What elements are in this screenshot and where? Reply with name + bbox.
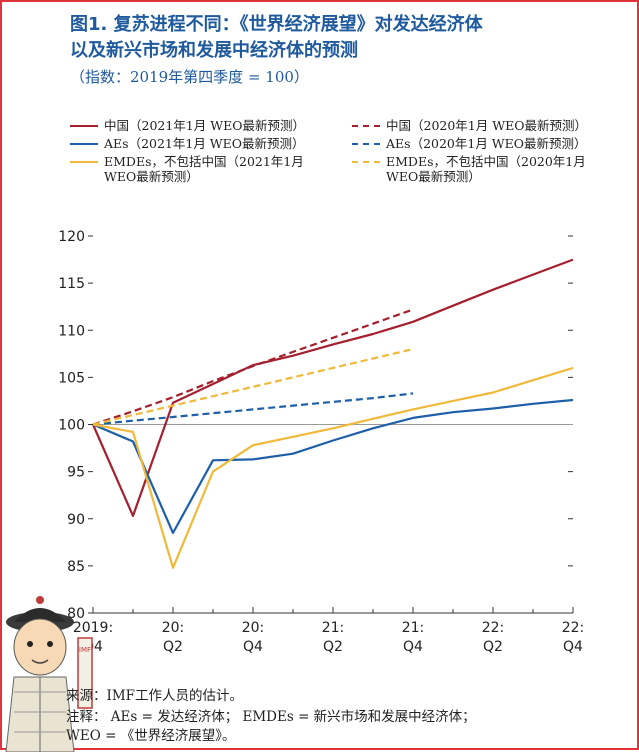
legend-label: 中国（2020年1月 WEO最新预测） (386, 118, 587, 133)
x-tick-label-year: 20: (242, 620, 265, 636)
legend-label: EMDEs，不包括中国（2020年1月 WEO最新预测） (386, 154, 586, 184)
legend-swatch (352, 161, 380, 163)
y-tick-label: 105 (58, 370, 85, 386)
y-tick-label: 120 (58, 229, 85, 245)
x-tick-label-quarter: Q2 (483, 639, 503, 655)
footnote-weo: WEO = 《世界经济展望》。 (66, 728, 236, 744)
y-tick-label: 110 (58, 323, 85, 339)
y-tick-label: 80 (67, 606, 85, 622)
legend-swatch (352, 143, 380, 145)
x-tick-label-year: 2019: (73, 620, 113, 636)
x-tick-label-quarter: Q4 (243, 639, 263, 655)
y-tick-label: 100 (58, 418, 85, 434)
legend-swatch (70, 143, 98, 145)
chart-subtitle: （指数：2019年第四季度 = 100） (70, 68, 309, 86)
series-line-1 (92, 308, 414, 426)
legend-swatch (70, 125, 98, 127)
x-tick-label-quarter: Q2 (163, 639, 183, 655)
series-line-5 (92, 348, 414, 426)
x-tick-label-year: 22: (482, 620, 505, 636)
legend-swatch (352, 125, 380, 127)
y-tick-label: 95 (67, 465, 85, 481)
chart-title-line1: 图1. 复苏进程不同：《世界经济展望》对发达经济体 (70, 14, 483, 35)
y-tick-label: 115 (58, 276, 85, 292)
series-line-2 (92, 398, 574, 535)
legend-label: EMDEs，不包括中国（2021年1月 WEO最新预测） (104, 154, 304, 184)
mascot-illustration: IMF (5, 596, 93, 752)
footnote-note: 注释： AEs = 发达经济体； EMDEs = 新兴市场和发展中经济体； (66, 709, 476, 725)
legend-label: AEs（2021年1月 WEO最新预测） (104, 136, 305, 151)
x-tick-label-year: 21: (322, 620, 345, 636)
x-tick-label-quarter: Q2 (323, 639, 343, 655)
series-line-0 (91, 258, 574, 518)
series-line-3 (92, 392, 414, 426)
legend-label: AEs（2020年1月 WEO最新预测） (386, 136, 587, 151)
chart-title-line2: 以及新兴市场和发展中经济体的预测 (70, 40, 358, 61)
y-tick-label: 85 (67, 559, 85, 575)
x-tick-label-year: 20: (162, 620, 185, 636)
x-tick-label-quarter: Q4 (563, 639, 583, 655)
legend-label: 中国（2021年1月 WEO最新预测） (104, 118, 305, 133)
footnote-source: 来源：IMF工作人员的估计。 (66, 688, 244, 704)
x-tick-label-year: 21: (402, 620, 425, 636)
mascot-badge-text: IMF (79, 646, 91, 654)
x-tick-label-year: 22: (562, 620, 585, 636)
legend-swatch (70, 161, 98, 163)
chart-title: 图1. 复苏进程不同：《世界经济展望》对发达经济体 以及新兴市场和发展中经济体的… (70, 12, 483, 64)
series-line-4 (92, 366, 574, 569)
x-tick-label-quarter: Q4 (403, 639, 423, 655)
y-tick-label: 90 (67, 512, 85, 528)
